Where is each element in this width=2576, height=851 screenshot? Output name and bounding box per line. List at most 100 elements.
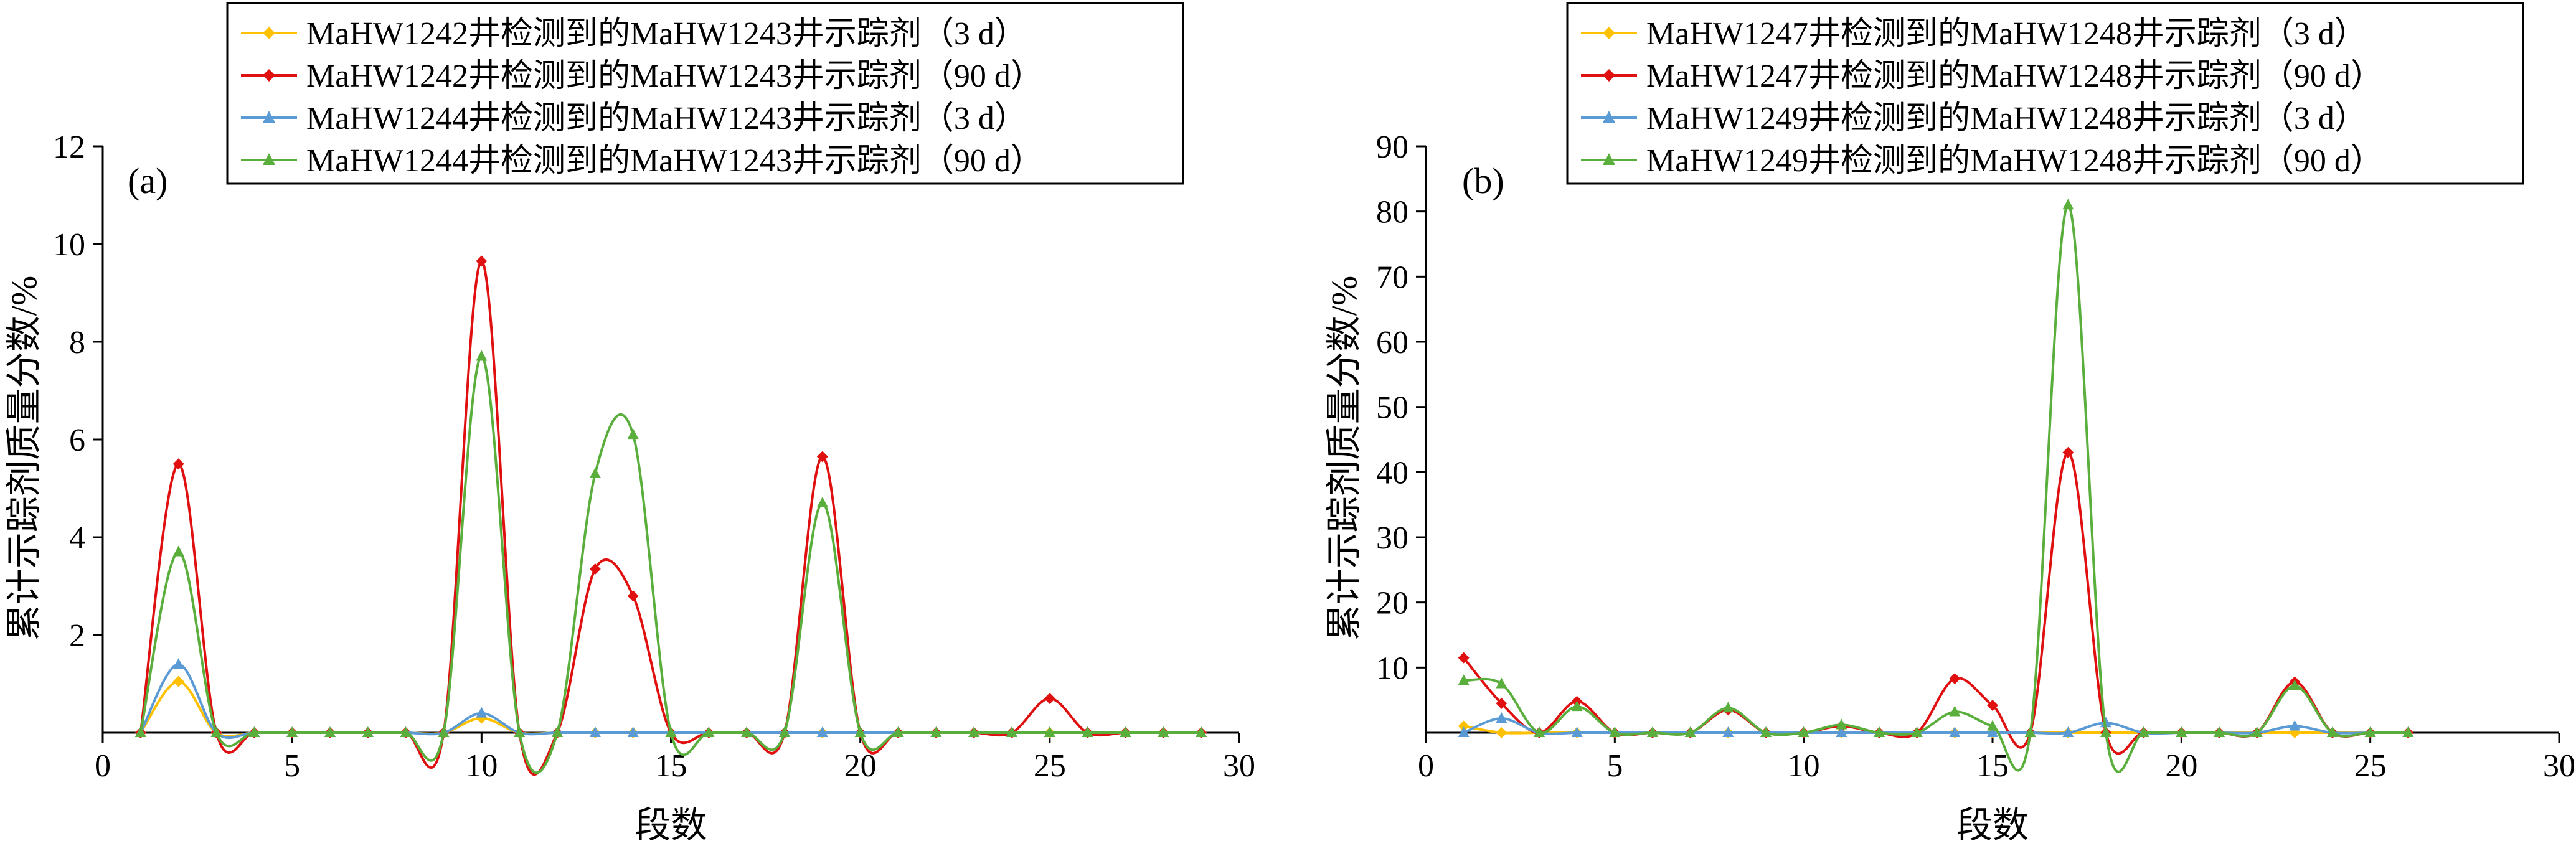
legend-label: MaHW1249井检测到的MaHW1248井示踪剂（90 d） (1646, 143, 2383, 179)
series-3 (1458, 199, 2414, 773)
legend-swatch-marker (1603, 27, 1615, 39)
data-point (1496, 712, 1507, 723)
y-tick-label: 90 (1376, 129, 1408, 165)
legend-box (226, 2, 1184, 185)
data-point (1458, 726, 1470, 737)
legend-entry: MaHW1247井检测到的MaHW1248井示踪剂（90 d） (1581, 59, 2383, 94)
data-point (741, 726, 753, 737)
data-point (1874, 726, 1885, 737)
y-tick-label: 50 (1376, 390, 1408, 426)
data-point (1836, 726, 1847, 737)
data-point (703, 726, 715, 737)
data-point (1120, 726, 1131, 737)
data-point (1458, 674, 1470, 685)
x-tick-label: 0 (95, 748, 111, 784)
legend-swatch-marker (263, 27, 275, 39)
data-point (1949, 726, 1961, 737)
data-point (248, 726, 260, 737)
data-point (476, 350, 488, 361)
legend-swatch-marker (1603, 153, 1615, 165)
x-tick-label: 5 (1606, 748, 1623, 784)
data-point (438, 726, 450, 737)
data-point (2289, 679, 2301, 690)
data-point (1949, 673, 1961, 685)
data-point (1722, 702, 1734, 713)
x-tick-label: 0 (1418, 748, 1434, 784)
data-point (930, 726, 942, 737)
data-point (172, 658, 184, 669)
data-point (1458, 652, 1470, 664)
data-point (2100, 726, 2111, 737)
legend-entry: MaHW1249井检测到的MaHW1248井示踪剂（90 d） (1581, 143, 2383, 179)
x-tick-label: 30 (2543, 748, 2575, 784)
data-point (589, 563, 601, 575)
y-tick-label: 8 (69, 325, 85, 360)
y-tick-label: 20 (1376, 586, 1408, 621)
legend-swatch-marker (263, 153, 275, 165)
legend-swatch-marker (1603, 111, 1615, 123)
y-tick-label: 80 (1376, 195, 1408, 230)
legend-entry: MaHW1242井检测到的MaHW1243井示踪剂（90 d） (241, 59, 1043, 94)
y-tick-label: 4 (69, 520, 85, 556)
data-point (400, 726, 412, 737)
data-point (514, 726, 526, 737)
y-tick-label: 70 (1376, 260, 1408, 295)
legend-label: MaHW1244井检测到的MaHW1243井示踪剂（3 d） (306, 101, 1027, 136)
x-tick-label: 10 (465, 748, 498, 784)
y-tick-label: 10 (1376, 651, 1408, 686)
legend-label: MaHW1247井检测到的MaHW1248井示踪剂（90 d） (1646, 59, 2383, 94)
data-point (968, 726, 980, 737)
legend-swatch-marker (263, 69, 275, 82)
data-point (1760, 726, 1772, 737)
legend-entry: MaHW1247井检测到的MaHW1248井示踪剂（3 d） (1581, 16, 2367, 52)
data-point (1496, 727, 1507, 738)
data-point (1836, 718, 1847, 730)
x-tick-label: 5 (284, 748, 300, 784)
data-point (476, 255, 488, 267)
legend: MaHW1247井检测到的MaHW1248井示踪剂（3 d） MaHW1247井检… (1566, 2, 2524, 185)
y-tick-label: 12 (53, 129, 85, 165)
data-point (134, 726, 146, 737)
y-tick-label: 30 (1376, 520, 1408, 556)
legend-box (1566, 2, 2524, 185)
data-point (2024, 726, 2036, 737)
legend-swatch-marker (263, 111, 275, 123)
y-tick-label: 2 (69, 618, 85, 654)
data-point (816, 726, 828, 737)
data-point (476, 707, 488, 718)
chart-panel-b: 0 5 10 15 20 25 30 10 20 30 40 50 60 70 80 90 段数 累计示踪剂质量分… (1324, 2, 2575, 845)
data-point (1987, 700, 1998, 712)
data-point (2289, 720, 2301, 731)
data-point (1911, 726, 1923, 737)
data-point (362, 726, 374, 737)
data-point (2100, 717, 2111, 728)
legend-label: MaHW1249井检测到的MaHW1248井示踪剂（3 d） (1646, 101, 2367, 136)
data-point (892, 726, 904, 737)
series-line (139, 260, 1202, 776)
data-point (2327, 726, 2338, 737)
x-tick-label: 30 (1223, 748, 1255, 784)
data-point (627, 428, 639, 440)
data-point (2364, 726, 2376, 737)
x-tick-label: 20 (2165, 748, 2197, 784)
panel-label: (a) (128, 161, 167, 201)
data-point (1196, 726, 1207, 737)
y-tick-label: 6 (69, 423, 85, 458)
series-1 (1458, 446, 2414, 755)
data-point (2251, 726, 2263, 737)
data-point (665, 726, 677, 737)
x-tick-label: 20 (844, 748, 877, 784)
legend-entry: MaHW1249井检测到的MaHW1248井示踪剂（3 d） (1581, 101, 2367, 136)
series-1 (134, 255, 1207, 776)
data-point (2062, 446, 2074, 458)
y-axis-title: 累计示踪剂质量分数/% (1324, 276, 1364, 641)
data-point (552, 726, 563, 737)
data-point (172, 675, 184, 687)
data-point (1458, 720, 1470, 732)
legend: MaHW1242井检测到的MaHW1243井示踪剂（3 d） MaHW1242井检… (226, 2, 1184, 185)
data-point (2138, 726, 2149, 737)
x-tick-label: 15 (1976, 748, 2009, 784)
data-point (816, 497, 828, 508)
data-point (324, 726, 336, 737)
